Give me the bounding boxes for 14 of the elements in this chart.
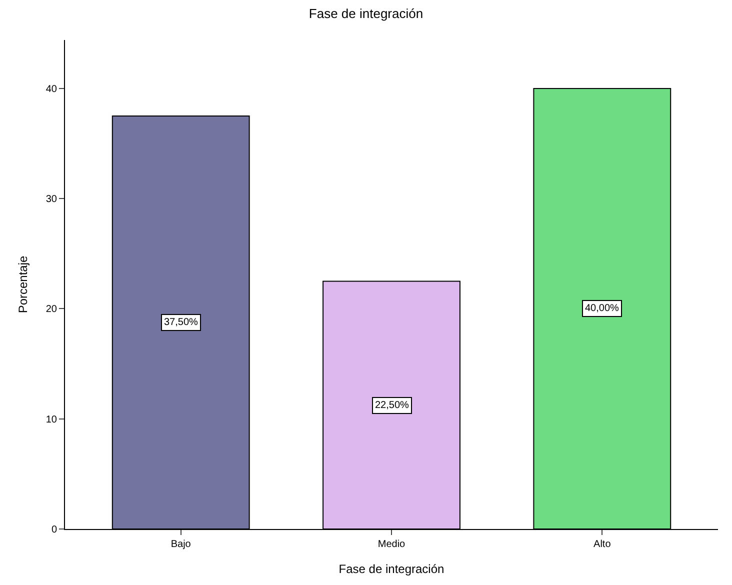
x-axis-title: Fase de integración bbox=[338, 562, 444, 576]
x-tick-label: Alto bbox=[594, 539, 612, 550]
data-label: 22,50% bbox=[375, 400, 410, 411]
x-tick-label: Medio bbox=[378, 539, 406, 550]
y-tick-label: 0 bbox=[51, 524, 58, 536]
data-label: 37,50% bbox=[164, 317, 198, 328]
chart-title: Fase de integración bbox=[308, 6, 424, 21]
y-tick-label: 40 bbox=[46, 84, 58, 95]
y-axis-title: Porcentaje bbox=[16, 255, 30, 314]
y-tick-label: 20 bbox=[46, 304, 58, 316]
y-tick-label: 10 bbox=[46, 414, 58, 426]
y-tick-label: 30 bbox=[46, 194, 58, 206]
data-label: 40,00% bbox=[585, 303, 620, 314]
x-tick-label: Bajo bbox=[170, 539, 192, 550]
